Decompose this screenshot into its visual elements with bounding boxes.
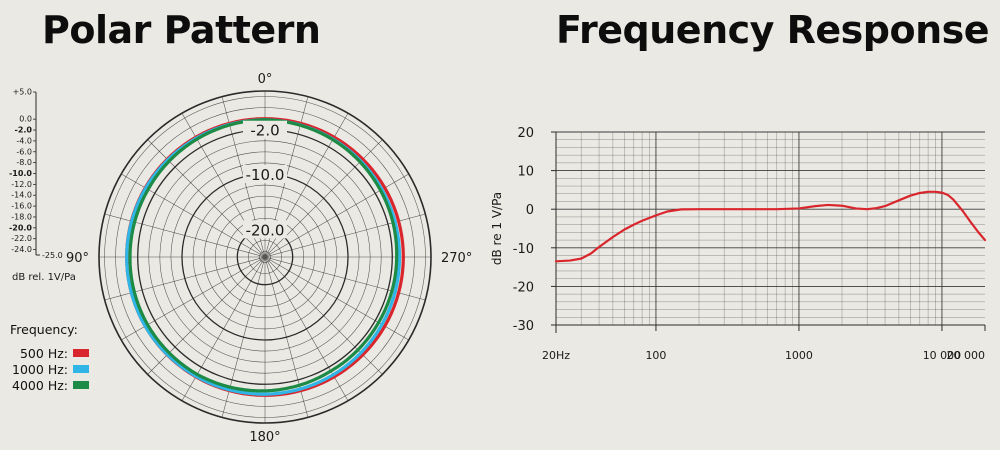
legend-item-500hz: 500 Hz: <box>10 345 89 361</box>
db-scale-unit-label: dB rel. 1V/Pa <box>12 272 76 283</box>
db-scale-min-label: -25.0 <box>42 251 63 260</box>
polar-ring-label-bg <box>243 120 287 139</box>
legend-item-4000hz: 4000 Hz: <box>10 377 89 393</box>
legend-heading: Frequency: <box>10 322 78 337</box>
legend-item-1000hz: 1000 Hz: <box>10 361 89 377</box>
polar-ring-label-bg <box>243 220 287 239</box>
db-scale-tick-label: 0.0 <box>19 115 32 124</box>
freq-x-tick-label: 20 000 <box>947 349 986 362</box>
freq-y-tick-label: -20 <box>513 280 534 295</box>
legend-swatch-1000hz <box>73 365 89 373</box>
polar-ring-label: -10.0 <box>246 166 285 184</box>
legend-label-4000hz: 4000 Hz: <box>12 377 68 393</box>
polar-series <box>125 117 405 397</box>
polar-center-dot <box>262 254 268 260</box>
db-scale-tick-label: -14.0 <box>11 191 32 200</box>
legend-label-1000hz: 1000 Hz: <box>12 361 68 377</box>
db-scale-tick-label: -18.0 <box>11 212 32 221</box>
freq-y-tick-label: -30 <box>513 319 534 334</box>
freq-y-tick-label: 10 <box>517 165 534 180</box>
db-scale-tick-label: -20.0 <box>9 223 32 232</box>
freq-y-tick-label: 0 <box>526 203 534 218</box>
freq-y-axis-label: dB re 1 V/Pa <box>490 192 504 265</box>
freq-y-tick-label: -10 <box>513 242 534 257</box>
db-scale-tick-label: -8.0 <box>16 158 32 167</box>
polar-angle-label: 90° <box>66 251 89 266</box>
freq-grid <box>556 131 985 326</box>
polar-angle-label: 180° <box>249 430 280 445</box>
db-scale-tick-label: -16.0 <box>11 202 32 211</box>
polar-ring-label: -2.0 <box>250 122 279 140</box>
frequency-legend: Frequency: 500 Hz: 1000 Hz: 4000 Hz: <box>10 322 89 393</box>
legend-label-500hz: 500 Hz: <box>19 345 68 361</box>
freq-x-tick-label: 20Hz <box>542 349 570 362</box>
db-scale-tick-label: +5.0 <box>13 88 32 97</box>
polar-grid <box>98 90 432 424</box>
db-scale-tick-label: -10.0 <box>9 169 32 178</box>
polar-pattern-title: Polar Pattern <box>42 8 321 52</box>
polar-curve-4000hz <box>128 118 399 393</box>
db-scale-tick-label: -24.0 <box>11 245 32 254</box>
freq-x-tick-label: 100 <box>645 349 666 362</box>
legend-swatch-4000hz <box>73 381 89 389</box>
db-scale-tick-label: -4.0 <box>16 136 32 145</box>
legend-swatch-500hz <box>73 349 89 357</box>
polar-ring-label: -20.0 <box>246 221 285 239</box>
polar-angle-label: 0° <box>258 72 273 87</box>
freq-y-tick-label: 20 <box>517 126 534 141</box>
polar-angle-label: 270° <box>441 251 472 266</box>
freq-response-line <box>554 190 987 263</box>
frequency-response-title: Frequency Response <box>556 8 990 52</box>
db-scale-tick-label: -22.0 <box>11 234 32 243</box>
freq-x-tick-label: 10 000 <box>923 349 962 362</box>
db-scale-tick-label: -12.0 <box>11 180 32 189</box>
db-scale-tick-label: -2.0 <box>15 126 33 135</box>
db-scale-tick-label: -6.0 <box>16 147 32 156</box>
polar-ring-label-bg <box>243 165 287 183</box>
freq-x-tick-label: 1000 <box>785 349 813 362</box>
polar-curve-1000hz <box>125 118 402 396</box>
